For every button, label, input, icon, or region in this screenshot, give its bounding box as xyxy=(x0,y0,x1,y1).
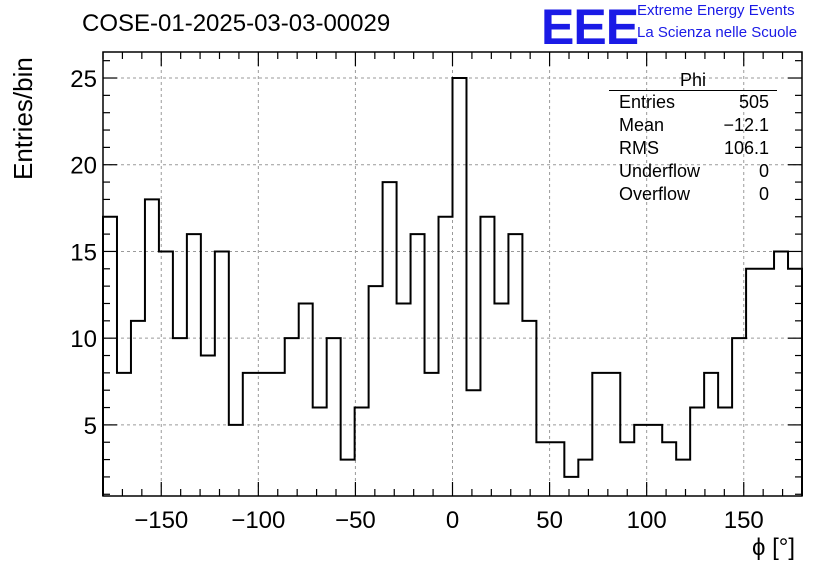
stats-title: Phi xyxy=(609,70,777,91)
stats-row-underflow: Underflow 0 xyxy=(609,160,777,183)
x-tick-label: −50 xyxy=(335,507,376,534)
stats-label: Mean xyxy=(619,115,665,135)
stats-label: Overflow xyxy=(619,184,691,204)
logo-line-1: Extreme Energy Events xyxy=(637,2,795,19)
stats-label: RMS xyxy=(619,138,659,158)
y-tick-label: 10 xyxy=(70,326,97,353)
x-tick-label: −100 xyxy=(231,507,285,534)
stats-value: 106.1 xyxy=(723,138,769,158)
eee-logo-mark: EEE xyxy=(541,0,639,55)
x-tick-label: 100 xyxy=(627,507,667,534)
y-tick-label: 5 xyxy=(84,413,97,440)
x-tick-label: 50 xyxy=(536,507,563,534)
stats-row-entries: Entries 505 xyxy=(609,91,777,114)
stats-row-rms: RMS 106.1 xyxy=(609,137,777,160)
stats-row-mean: Mean −12.1 xyxy=(609,114,777,137)
logo-line-2: La Scienza nelle Scuole xyxy=(637,24,798,41)
histogram-step-line xyxy=(102,77,803,496)
stats-value: 0 xyxy=(758,184,769,204)
x-tick-label: −150 xyxy=(134,507,188,534)
tick-labels: −150 −100 −50 0 50 100 150 5 10 15 20 25 xyxy=(70,66,763,534)
x-axis-label: ϕ [°] xyxy=(752,534,796,561)
stats-box: Phi Entries 505 Mean −12.1 RMS 106.1 Und… xyxy=(609,70,777,206)
stats-label: Entries xyxy=(619,92,676,112)
stats-value: −12.1 xyxy=(723,115,769,135)
plot-frame xyxy=(102,51,803,497)
y-axis-label: Entries/bin xyxy=(8,57,38,180)
x-tick-label: 0 xyxy=(446,507,459,534)
stats-label: Underflow xyxy=(619,161,701,181)
stats-row-overflow: Overflow 0 xyxy=(609,183,777,206)
axis-ticks xyxy=(102,52,803,496)
plot-title: COSE-01-2025-03-03-00029 xyxy=(82,10,391,37)
y-tick-label: 20 xyxy=(70,153,97,180)
y-tick-label: 25 xyxy=(70,66,97,93)
stats-value: 505 xyxy=(738,92,769,112)
stats-value: 0 xyxy=(758,161,769,181)
y-tick-label: 15 xyxy=(70,239,97,266)
x-tick-label: 150 xyxy=(724,507,764,534)
